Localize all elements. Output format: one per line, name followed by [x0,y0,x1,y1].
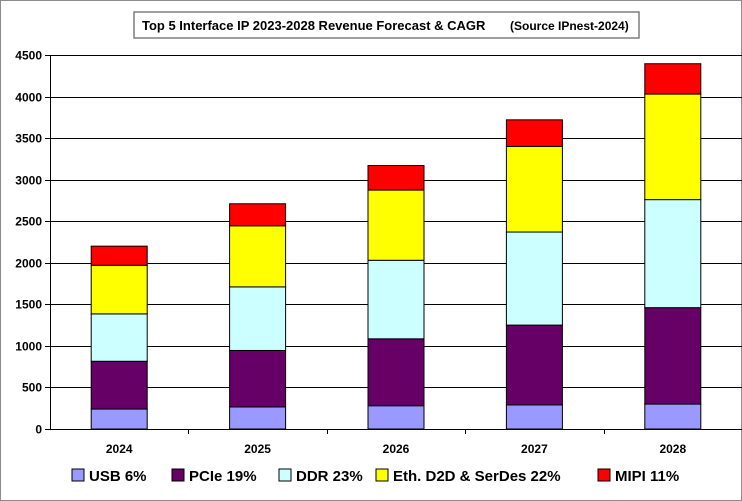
bar-2024-pcie [90,360,148,410]
bar-2024-eth [90,264,148,315]
bar-2025-eth [229,225,287,288]
bar-2025-ddr [229,286,287,351]
y-tick-label: 0 [35,423,42,437]
bar-2024-usb [90,408,148,430]
x-tick-label-2026: 2026 [383,442,410,456]
bar-2025-mipi [229,203,287,227]
bar-2026-mipi [367,165,425,191]
bars-layer [90,63,702,430]
legend-label-4: MIPI 11% [615,468,679,485]
y-tick-label: 3500 [15,132,42,146]
legend-layer: USB 6% PCIe 19% DDR 23% Eth. D2D & SerDes 2… [71,468,679,485]
x-tick-label-2024: 2024 [106,442,133,456]
chart-source: (Source IPnest-2024) [510,19,629,33]
legend-label-0: USB 6% [89,468,147,485]
y-tick-label: 2500 [15,215,42,229]
bar-2027-usb [505,404,563,430]
chart-title: Top 5 Interface IP 2023-2028 Revenue For… [142,18,486,33]
legend-swatch-4 [597,468,611,482]
x-tick-label-2025: 2025 [244,442,271,456]
y-tick-label: 1500 [15,298,42,312]
legend-label-1: PCIe 19% [189,468,257,485]
legend-label-3: Eth. D2D & SerDes 22% [393,468,561,485]
bar-2026-ddr [367,259,425,340]
bar-2028-mipi [644,63,702,95]
title-box [133,11,640,39]
y-tick-label: 4000 [15,91,42,105]
y-tick-label: 500 [22,381,42,395]
bar-2024-mipi [90,245,148,266]
legend-swatch-1 [171,468,185,482]
x-tick-label-2028: 2028 [659,442,686,456]
bar-2028-pcie [644,307,702,405]
legend-swatch-0 [71,468,85,482]
y-tick-label: 3000 [15,174,42,188]
bar-2028-ddr [644,199,702,309]
legend-label-2: DDR 23% [296,468,363,485]
bar-2026-usb [367,405,425,430]
legend-swatch-2 [278,468,292,482]
bar-2024-ddr [90,313,148,362]
bar-2027-mipi [505,119,563,147]
title-layer: Top 5 Interface IP 2023-2028 Revenue For… [133,11,640,39]
bar-2027-ddr [505,231,563,326]
bar-2028-eth [644,93,702,201]
bar-2027-pcie [505,324,563,406]
y-tick-label: 4500 [15,49,42,63]
legend-swatch-3 [375,468,389,482]
bar-2026-pcie [367,338,425,407]
bar-2026-eth [367,189,425,261]
bar-2028-usb [644,403,702,430]
bar-2027-eth [505,145,563,233]
x-tick-label-2027: 2027 [521,442,548,456]
bar-2025-pcie [229,349,287,408]
bar-2025-usb [229,406,287,430]
y-tick-label: 2000 [15,257,42,271]
axis-layer: 0 500 1000 1500 2000 2500 3000 3500 4000 4500 2024… [15,49,742,456]
y-tick-label: 1000 [15,340,42,354]
